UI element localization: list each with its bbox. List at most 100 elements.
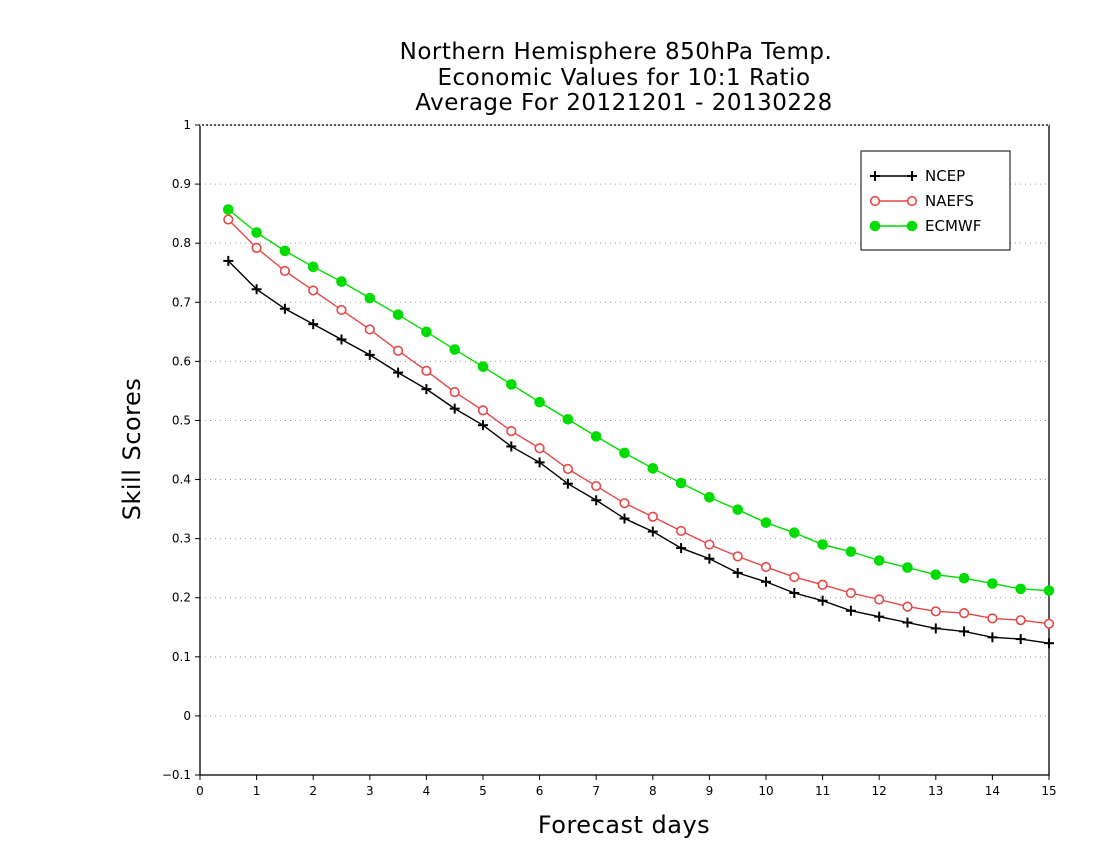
data-point: [336, 334, 347, 345]
data-point: [591, 480, 602, 492]
data-point: [845, 546, 857, 557]
y-tick-label: 0.8: [172, 236, 191, 250]
x-tick-label: 12: [872, 784, 887, 798]
data-point: [506, 379, 517, 390]
x-axis-ticks: 0 1 2 3 4 5 6 7 8 9 10 11 12 13 14 15: [196, 775, 1057, 798]
legend-entry-ecmwf: ECMWF: [869, 217, 981, 235]
data-point: [987, 613, 998, 624]
data-point: [478, 420, 488, 431]
data-point: [906, 195, 918, 207]
data-point: [307, 261, 319, 273]
data-point: [1015, 634, 1026, 645]
data-point: [1043, 618, 1055, 629]
data-point: [789, 527, 800, 539]
x-tick-label: 3: [366, 784, 374, 798]
data-point: [869, 220, 881, 232]
series-naefs: [223, 214, 1055, 629]
data-point: [308, 285, 319, 296]
data-point: [534, 396, 545, 408]
data-point: [336, 304, 347, 316]
x-tick-label: 9: [706, 784, 714, 798]
data-point: [251, 242, 262, 254]
data-point: [591, 495, 602, 506]
series-layer: [223, 204, 1055, 649]
y-tick-label: 0.7: [172, 295, 191, 309]
data-point: [449, 386, 460, 398]
data-point: [930, 606, 941, 617]
data-point: [676, 543, 687, 554]
data-point: [906, 220, 918, 232]
data-point: [562, 478, 573, 489]
x-tick-label: 15: [1041, 784, 1056, 798]
x-tick-label: 11: [815, 784, 830, 798]
data-point: [477, 361, 489, 372]
data-point: [760, 561, 772, 573]
data-point: [506, 425, 517, 437]
chart-title-line-1: Northern Hemisphere 850hPa Temp.: [400, 39, 833, 65]
data-point: [619, 447, 630, 459]
data-point: [704, 553, 715, 564]
data-point: [279, 265, 291, 277]
data-point: [987, 578, 998, 589]
x-tick-label: 8: [649, 784, 657, 798]
x-tick-label: 0: [196, 784, 204, 798]
legend: NCEP NAEFS ECMWF: [860, 150, 1011, 251]
data-point: [1044, 638, 1054, 649]
data-point: [506, 441, 517, 452]
y-tick-label: 0.3: [172, 532, 191, 546]
data-point: [902, 617, 913, 628]
data-point: [817, 595, 828, 606]
y-axis-ticks: −0.1 0 0.1 0.2 0.3 0.4 0.5 0.6 0.7 0.8 0.9 1: [162, 118, 200, 782]
data-point: [223, 255, 234, 266]
chart-title-line-3: Average For 20121201 - 20130228: [415, 90, 833, 116]
data-point: [449, 403, 460, 414]
y-tick-label: 0.9: [172, 177, 191, 191]
data-point: [619, 498, 630, 509]
data-point: [393, 367, 404, 378]
data-point: [392, 309, 404, 320]
data-point: [874, 594, 885, 605]
y-axis-label: Skill Scores: [118, 378, 146, 521]
x-tick-label: 5: [479, 784, 487, 798]
x-tick-label: 14: [985, 784, 1000, 798]
data-point: [732, 567, 743, 578]
y-tick-label: 0.5: [172, 413, 191, 427]
data-point: [421, 384, 432, 395]
data-point: [874, 611, 885, 622]
data-point: [619, 513, 630, 524]
x-tick-label: 1: [253, 784, 261, 798]
data-point: [732, 551, 743, 562]
legend-entry-naefs: NAEFS: [869, 192, 974, 210]
x-tick-label: 2: [309, 784, 317, 798]
series-ecmwf: [223, 204, 1055, 596]
data-point: [789, 588, 800, 598]
data-point: [1043, 585, 1055, 596]
data-point: [675, 477, 687, 489]
data-point: [902, 601, 913, 612]
data-point: [845, 605, 856, 616]
data-point: [704, 539, 715, 550]
x-tick-label: 4: [423, 784, 431, 798]
data-point: [308, 319, 319, 330]
data-point: [959, 626, 970, 637]
data-point: [223, 204, 234, 215]
y-tick-label: 0: [183, 709, 191, 723]
y-tick-label: 0.1: [172, 650, 191, 664]
data-point: [364, 324, 375, 335]
series-ncep: [223, 255, 1054, 649]
data-point: [562, 463, 574, 475]
data-point: [760, 517, 772, 528]
x-tick-label: 13: [928, 784, 943, 798]
y-tick-label: 0.2: [172, 591, 191, 605]
data-point: [393, 345, 404, 356]
y-tick-label: 0.4: [172, 473, 191, 487]
legend-label: NCEP: [925, 167, 965, 185]
x-tick-label: 6: [536, 784, 544, 798]
data-point: [364, 292, 376, 304]
x-tick-label: 10: [758, 784, 773, 798]
data-point: [1015, 583, 1027, 595]
data-point: [647, 526, 658, 537]
axes: [199, 124, 1050, 776]
data-point: [1015, 615, 1026, 626]
